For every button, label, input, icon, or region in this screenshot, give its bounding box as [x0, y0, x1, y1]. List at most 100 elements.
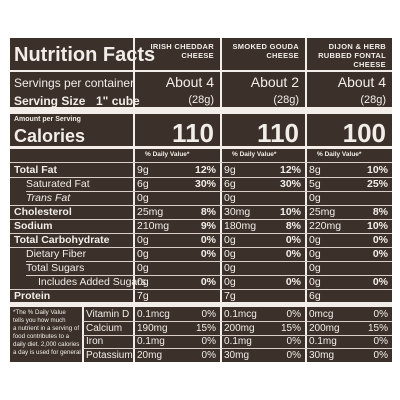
amount: 200mg [224, 322, 255, 334]
daily-value: 0% [372, 276, 388, 288]
amount: 25mg [309, 206, 336, 218]
nutrient-name: Sodium [14, 220, 53, 232]
product-name: IRISH CHEDDAR CHEESE [150, 42, 214, 60]
amount: 0g [309, 276, 321, 288]
amount: 220mg [309, 220, 342, 232]
amount: 9g [137, 164, 149, 176]
daily-value: 0% [285, 276, 301, 288]
nutrient-name: Total Fat [14, 164, 57, 176]
divider [10, 107, 392, 114]
daily-value: 0% [200, 234, 216, 246]
amount: 30mg [224, 349, 250, 361]
amount: 0g [224, 248, 236, 260]
serving-weight: (28g) [188, 94, 214, 106]
vitamin-name: Calcium [86, 322, 123, 334]
divider [10, 302, 392, 307]
footnote: *The % Daily Value [13, 309, 66, 316]
dv-label: % Daily Value* [317, 151, 362, 158]
footnote: daily diet. 2,000 calories [13, 341, 80, 348]
amount: 0g [224, 192, 236, 204]
divider [82, 307, 84, 362]
divider [83, 348, 392, 349]
amount: 0g [224, 262, 236, 274]
amount: 0.1mg [137, 336, 165, 347]
amount: 0g [309, 234, 321, 246]
amount: 0mcg [309, 309, 334, 320]
amount: 9g [224, 164, 236, 176]
amount: 6g [309, 290, 321, 302]
footnote: a day is used for general [13, 349, 81, 356]
amount: 0g [137, 276, 149, 288]
divider [83, 321, 392, 322]
divider [10, 70, 392, 72]
divider [10, 232, 392, 234]
divider [305, 38, 307, 362]
divider [10, 176, 392, 178]
amount: 6g [224, 178, 236, 190]
serving-weight: (28g) [273, 94, 299, 106]
amount: 25mg [137, 206, 164, 218]
amount: 8g [309, 164, 321, 176]
vitamin-name: Potassium [86, 349, 133, 361]
serving-size-label: Serving Size [14, 94, 86, 108]
nutrient-name: Includes Added Sugars [38, 276, 146, 288]
amount: 0g [224, 276, 236, 288]
daily-value: 10% [366, 220, 388, 232]
amount: 0g [137, 248, 149, 260]
amount: 180mg [224, 220, 257, 232]
amount: 0g [309, 192, 321, 204]
product-name: DIJON & HERB RUBBED FONTAL CHEESE [318, 42, 386, 69]
daily-value: 8% [372, 206, 388, 218]
daily-value: 0% [201, 336, 216, 347]
divider [10, 146, 392, 149]
amount: 200mg [309, 322, 340, 334]
serving-size: 1" cube [96, 94, 140, 108]
daily-value: 0% [372, 234, 388, 246]
amount: 0g [137, 234, 149, 246]
divider [133, 38, 135, 362]
amount: 5g [309, 178, 321, 190]
dv-label: % Daily Value* [232, 151, 277, 158]
daily-value: 0% [285, 234, 301, 246]
daily-value: 0% [286, 336, 301, 347]
amount: 7g [224, 290, 236, 302]
nutrient-name: Dietary Fiber [26, 248, 87, 260]
daily-value: 15% [195, 322, 216, 334]
amount: 0g [224, 234, 236, 246]
daily-value: 0% [286, 349, 301, 361]
amount: 0.1mg [224, 336, 252, 347]
daily-value: 0% [201, 349, 216, 361]
footnote: food contributes to a [13, 333, 70, 340]
amount: 0g [137, 262, 149, 274]
daily-value: 30% [194, 178, 216, 190]
calories: 100 [342, 118, 386, 148]
daily-value: 0% [200, 276, 216, 288]
amount: 190mg [137, 322, 168, 334]
daily-value: 10% [279, 206, 301, 218]
amount: 6g [137, 178, 149, 190]
amount: 30mg [224, 206, 251, 218]
serving-weight: (28g) [360, 94, 386, 106]
servings: About 2 [250, 74, 299, 90]
daily-value: 15% [280, 322, 301, 334]
amount: 30mg [309, 349, 335, 361]
divider [26, 190, 392, 192]
amount: 7g [137, 290, 149, 302]
daily-value: 0% [373, 336, 388, 347]
vitamin-name: Vitamin D [86, 309, 130, 320]
daily-value: 0% [201, 309, 216, 320]
divider [10, 218, 392, 220]
product-name: SMOKED GOUDA CHEESE [232, 42, 299, 60]
title: Nutrition Facts [14, 44, 156, 66]
nutrient-name: Saturated Fat [26, 178, 90, 190]
nutrition-label: Nutrition Facts Servings per container Ser… [10, 38, 392, 362]
daily-value: 0% [285, 248, 301, 260]
nutrient-name: Total Sugars [26, 262, 85, 274]
vitamin-name: Iron [86, 336, 104, 347]
servings: About 4 [337, 74, 386, 90]
daily-value: 0% [373, 349, 388, 361]
nutrient-name: Trans Fat [26, 192, 71, 204]
daily-value: 10% [366, 164, 388, 176]
footnote: a nutrient in a serving of [13, 325, 80, 332]
